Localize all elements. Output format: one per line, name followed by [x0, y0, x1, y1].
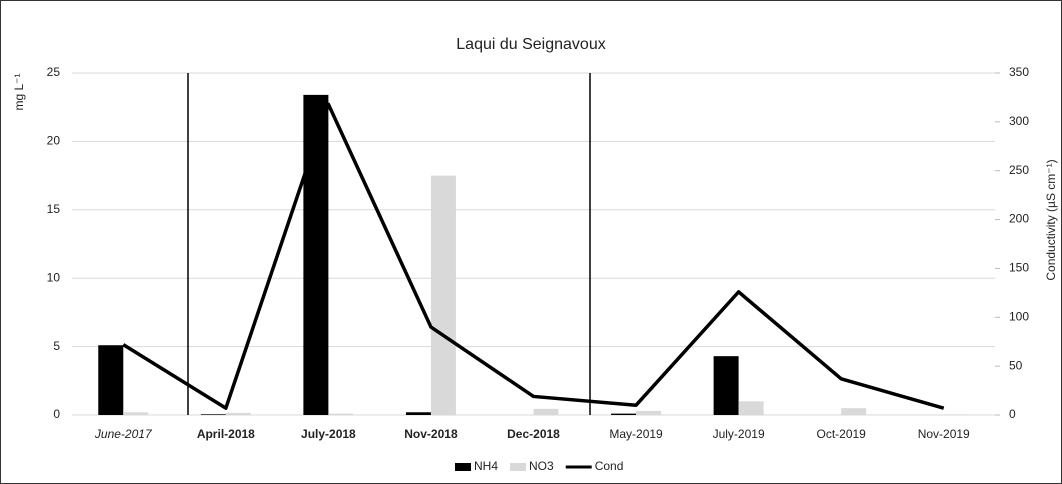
y2-tick-label: 250: [1009, 163, 1029, 177]
legend-swatch: [455, 463, 471, 471]
bar: [713, 356, 739, 415]
x-tick-label: Oct-2019: [816, 427, 866, 441]
x-tick-label: June-2017: [94, 427, 153, 441]
y-tick-label: 25: [47, 65, 61, 79]
x-tick-label: Dec-2018: [507, 427, 560, 441]
bar: [98, 345, 124, 415]
y-tick-label: 5: [53, 339, 60, 353]
y-tick-label: 0: [53, 407, 60, 421]
y-tick-label: 10: [47, 270, 61, 284]
legend-label: NO3: [529, 459, 554, 473]
chart-title: Laqui du Seignavoux: [456, 36, 605, 53]
bar: [303, 94, 329, 415]
x-tick-label: July-2018: [301, 427, 356, 441]
y2-tick-label: 300: [1009, 114, 1029, 128]
bar: [611, 413, 637, 415]
y-tick-label: 20: [47, 134, 61, 148]
y2-tick-label: 0: [1009, 407, 1016, 421]
x-tick-label: Nov-2018: [404, 427, 458, 441]
line-series: [122, 102, 945, 410]
y-tick-label: 15: [47, 202, 61, 216]
x-tick-label: Nov-2019: [918, 427, 970, 441]
x-tick-label: April-2018: [197, 427, 255, 441]
bar: [636, 410, 662, 415]
bar: [841, 408, 867, 415]
y-axis-label: mg L⁻¹: [12, 73, 26, 110]
x-tick-label: July-2019: [713, 427, 765, 441]
legend-label: NH4: [474, 459, 498, 473]
bar: [738, 401, 764, 415]
bar: [405, 412, 431, 415]
bar: [430, 175, 456, 415]
legend-swatch: [510, 463, 527, 471]
y2-tick-label: 200: [1009, 212, 1029, 226]
y2-tick-label: 350: [1009, 65, 1029, 79]
bar: [225, 412, 251, 415]
y2-tick-label: 50: [1009, 358, 1023, 372]
bar: [328, 413, 354, 415]
bar: [123, 412, 149, 415]
y2-tick-label: 150: [1009, 261, 1029, 275]
bar: [200, 414, 226, 415]
legend-label: Cond: [595, 459, 624, 473]
bar: [943, 414, 969, 415]
y2-tick-label: 100: [1009, 309, 1029, 323]
y2-axis-label: Conductivity (µS cm⁻¹): [1044, 159, 1058, 280]
x-tick-label: May-2019: [609, 427, 663, 441]
bar: [533, 408, 559, 415]
